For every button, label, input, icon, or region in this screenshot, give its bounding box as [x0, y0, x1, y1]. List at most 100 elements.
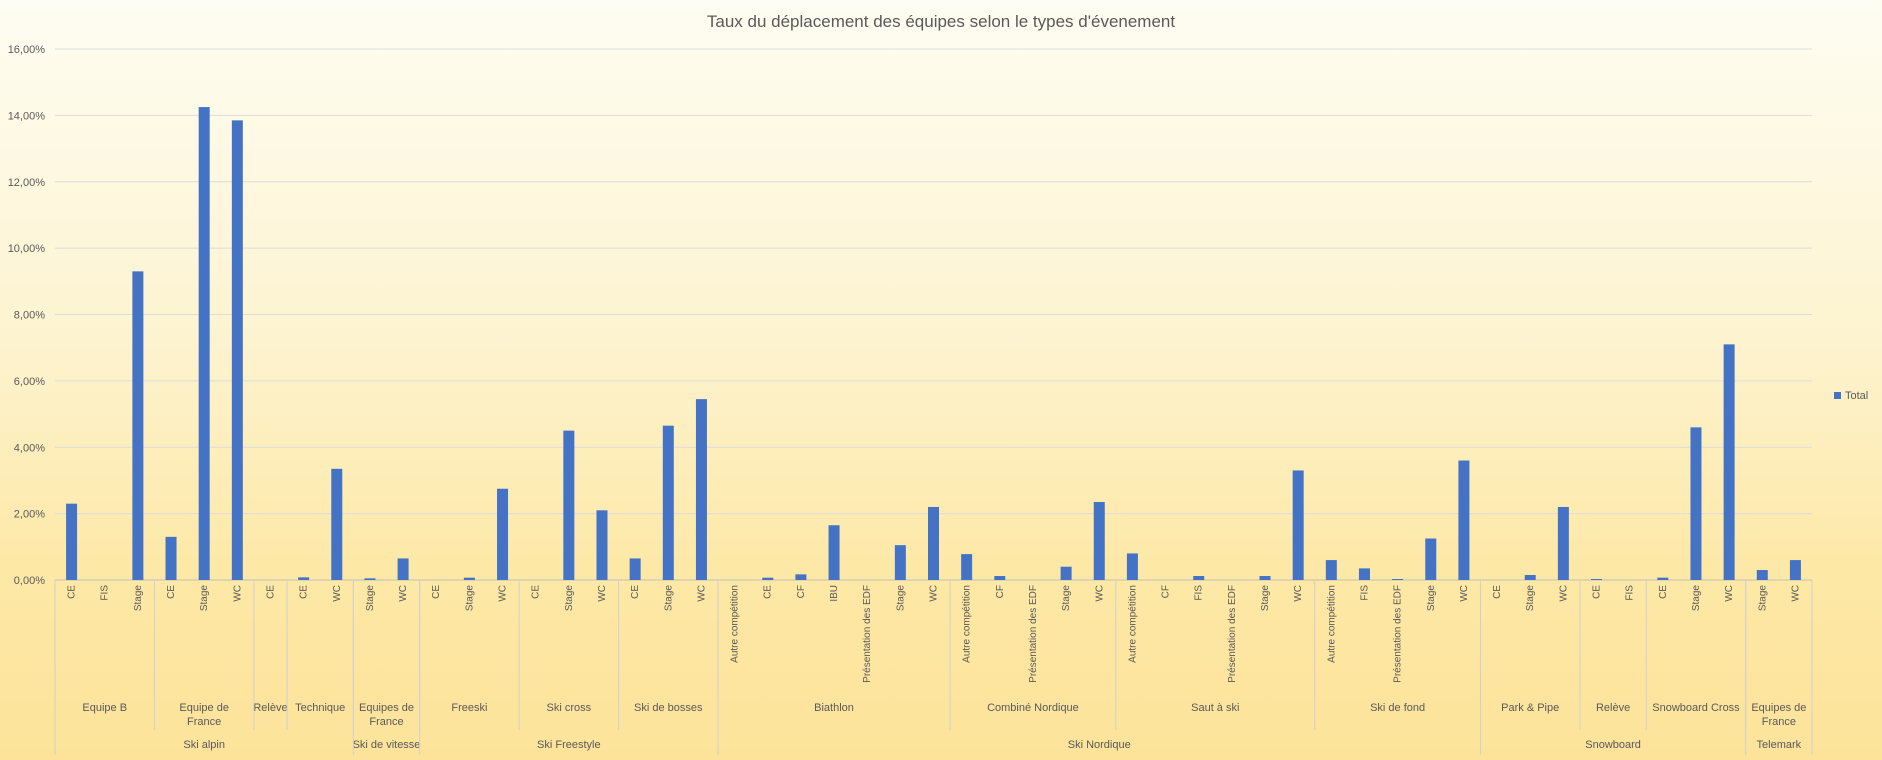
x-axis-groups: Equipe B Equipe de France Relève Technique Eq…: [54, 580, 1813, 755]
y-axis-ticks: 0,00% 2,00% 4,00% 6,00% 8,00% 10,00% 12,00% 14,…: [8, 44, 46, 587]
bar: [165, 536, 177, 580]
bar: [1193, 576, 1205, 580]
x-tick-label: Stage: [133, 585, 144, 612]
bar: [894, 545, 906, 580]
group-label-2: Park & Pipe: [1501, 702, 1559, 714]
group-label-2: Technique: [295, 702, 345, 714]
x-tick-label: Présentation des EDF: [862, 585, 873, 683]
group-label-1: Ski Freestyle: [537, 739, 601, 751]
legend-label-total: Total: [1845, 390, 1868, 402]
x-tick-label: CF: [1161, 585, 1172, 598]
x-tick-label: WC: [1558, 585, 1569, 602]
group-label-2: Relève: [1596, 702, 1630, 714]
bar: [1557, 506, 1569, 580]
bar: [828, 525, 840, 580]
x-tick-label: WC: [696, 585, 707, 602]
group-label-1: Ski Nordique: [1068, 739, 1131, 751]
x-tick-label: Stage: [1260, 585, 1271, 612]
bar: [198, 107, 210, 580]
y-tick-label: 6,00%: [14, 376, 45, 388]
group-label-1: Ski alpin: [183, 739, 225, 751]
x-tick-label: WC: [1094, 585, 1105, 602]
x-tick-label: Stage: [663, 585, 674, 612]
bar: [1392, 579, 1404, 580]
bar: [1657, 577, 1669, 580]
bar: [596, 510, 608, 580]
x-tick-label: WC: [597, 585, 608, 602]
group-label-2: Biathlon: [814, 702, 854, 714]
x-tick-label: CE: [299, 585, 310, 599]
x-tick-label: Stage: [1691, 585, 1702, 612]
bar: [1458, 460, 1470, 580]
x-tick-label: Stage: [464, 585, 475, 612]
bar: [1325, 560, 1337, 580]
x-tick-label: WC: [1293, 585, 1304, 602]
gridlines: [55, 48, 1812, 581]
group-label-2: Saut à ski: [1191, 702, 1239, 714]
legend: Total: [1834, 390, 1868, 402]
bar: [497, 488, 509, 580]
x-tick-label: CF: [995, 585, 1006, 598]
x-tick-label: FIS: [1625, 585, 1636, 601]
group-label-2: Ski de fond: [1370, 702, 1425, 714]
chart-title: Taux du déplacement des équipes selon le…: [707, 12, 1175, 31]
bar: [1358, 568, 1370, 580]
bars: [66, 107, 1801, 581]
x-tick-label: Autre compétition: [962, 585, 973, 663]
bar: [629, 558, 641, 580]
group-label-1: Telemark: [1757, 739, 1802, 751]
bar: [1259, 576, 1271, 580]
bar: [1789, 560, 1801, 580]
x-tick-label: Autre compétition: [1127, 585, 1138, 663]
x-tick-label: Autre compétition: [730, 585, 741, 663]
bar: [695, 399, 707, 580]
group-label-2: Equipe de France: [179, 702, 229, 728]
group-label-2: Equipe B: [82, 702, 127, 714]
x-tick-label: Stage: [1061, 585, 1072, 612]
x-tick-label: CE: [166, 585, 177, 599]
x-tick-label: WC: [1790, 585, 1801, 602]
bar: [961, 554, 973, 580]
bar: [463, 577, 475, 580]
group-label-1: Snowboard: [1585, 739, 1641, 751]
bar: [662, 425, 674, 580]
x-tick-label: CE: [763, 585, 774, 599]
y-tick-label: 4,00%: [14, 442, 45, 454]
x-tick-label: Stage: [1426, 585, 1437, 612]
x-tick-label: FIS: [1359, 585, 1370, 601]
bar: [994, 576, 1006, 580]
bar: [795, 574, 807, 580]
group-label-2: Combiné Nordique: [987, 702, 1079, 714]
x-tick-label: Stage: [564, 585, 575, 612]
bar: [1425, 538, 1437, 580]
group-label-2: Equipes de France: [359, 702, 414, 728]
x-tick-label: Autre compétition: [1326, 585, 1337, 663]
x-tick-label: CE: [67, 585, 78, 599]
group-label-2: Ski de bosses: [634, 702, 703, 714]
y-tick-label: 14,00%: [8, 110, 46, 122]
x-tick-label: CE: [630, 585, 641, 599]
x-tick-label: Stage: [365, 585, 376, 612]
bar: [132, 271, 144, 580]
bar: [1756, 570, 1768, 580]
group-label-2: Snowboard Cross: [1652, 702, 1740, 714]
x-tick-label: Présentation des EDF: [1227, 585, 1238, 683]
bar: [1126, 553, 1138, 580]
y-tick-label: 0,00%: [14, 575, 45, 587]
bar: [928, 506, 939, 580]
bar: [298, 577, 310, 580]
x-axis-ticks: CE FIS Stage CE Stage WC CE CE WC Stage WC CE Stage W…: [67, 585, 1802, 683]
x-tick-label: CE: [431, 585, 442, 599]
y-tick-label: 2,00%: [14, 509, 45, 521]
bar: [364, 578, 376, 580]
x-tick-label: FIS: [100, 585, 111, 601]
bar: [331, 468, 343, 580]
group-label-2: Freeski: [451, 702, 487, 714]
group-label-2: Relève: [253, 702, 287, 714]
bar: [1524, 575, 1536, 580]
bar: [231, 120, 243, 581]
x-tick-label: WC: [498, 585, 509, 602]
x-tick-label: Présentation des EDF: [1393, 585, 1404, 683]
